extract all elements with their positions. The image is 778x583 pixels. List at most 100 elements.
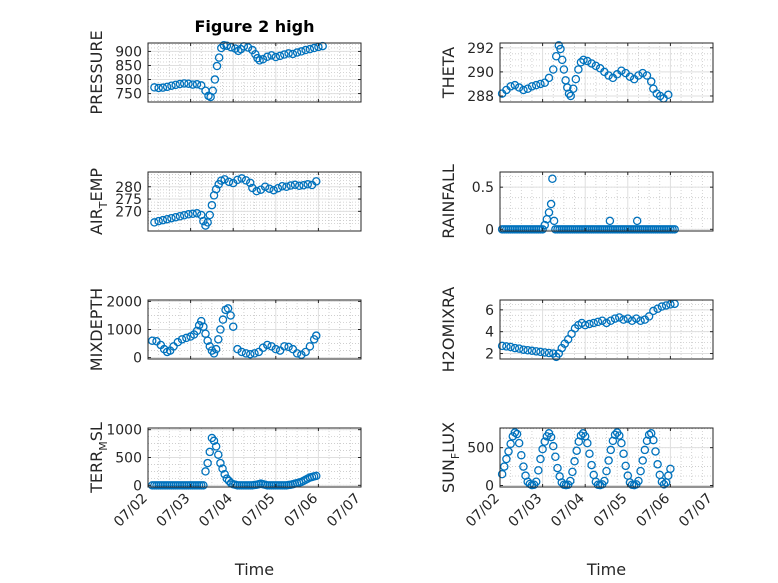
terr_msl-xtick-label: 07/06 (281, 490, 321, 530)
rainfall-point (538, 225, 547, 234)
pressure-ytick-label: 800 (115, 73, 142, 89)
terr_msl-point (222, 474, 232, 483)
air_temp-point (199, 216, 208, 226)
rainfall-ylabel: RAINFALL (439, 164, 458, 239)
h2omixra-point (653, 304, 662, 313)
terr_msl-point (203, 458, 212, 468)
theta-point (519, 85, 528, 95)
terr_msl-point (216, 458, 225, 468)
theta-ytick-label: 290 (467, 65, 494, 81)
terr_msl-series (148, 433, 321, 490)
sun_flux-point (500, 462, 509, 471)
pressure-point (196, 81, 206, 90)
h2omixra-point (636, 316, 645, 326)
mixdepth-point (228, 322, 238, 331)
air_temp-point (150, 218, 159, 227)
sun_flux-point (585, 449, 594, 458)
sun_flux-point (510, 428, 520, 437)
air_temp-point (299, 181, 308, 190)
pressure-point (309, 43, 319, 53)
theta-point (564, 89, 574, 98)
sun_flux-xtick-label: 07/06 (633, 490, 673, 530)
air_temp-point (162, 214, 172, 224)
theta-point (549, 65, 558, 74)
theta-point (551, 51, 561, 61)
rainfall-point (549, 216, 559, 226)
mixdepth-point (241, 349, 251, 358)
air_temp-ytick-label: 280 (115, 180, 142, 196)
pressure-ylabel: PRESSURE (87, 30, 106, 114)
h2omixra-point (606, 316, 616, 326)
pressure-point (305, 44, 315, 54)
h2omixra-point (523, 346, 532, 355)
pressure-point (167, 81, 176, 90)
pressure-axes-box (147, 42, 362, 103)
mixdepth-point (275, 346, 285, 355)
sun_flux-point (615, 431, 624, 440)
h2omixra-ylabel: H2OMIXRA (439, 287, 458, 373)
sun_flux-point (640, 445, 650, 455)
theta-point (604, 71, 613, 80)
rainfall-point (546, 199, 556, 209)
terr_msl-xtick-label: 07/02 (111, 491, 151, 531)
sun_flux-point (568, 467, 577, 477)
mixdepth-point (245, 349, 255, 359)
theta-point (527, 82, 537, 91)
mixdepth-point (297, 350, 306, 360)
h2omixra-point (502, 342, 511, 351)
sun_flux-point (634, 476, 643, 486)
air_temp-point (158, 215, 168, 225)
mixdepth-point (173, 337, 183, 347)
sun_flux-point (621, 461, 630, 471)
air_temp-ytick-label: 270 (115, 204, 142, 220)
pressure-point (301, 45, 310, 55)
air_temp-point (252, 186, 261, 196)
h2omixra-ytick-label: 2 (485, 347, 494, 363)
pressure-point (271, 52, 281, 62)
pressure-point (297, 47, 306, 56)
pressure-point (318, 41, 327, 51)
theta-point (569, 84, 578, 94)
sun_flux-point (531, 477, 541, 486)
sun_flux-axes-box (499, 427, 714, 488)
terr_msl-xtick-label: 07/04 (196, 490, 236, 530)
mixdepth-point (226, 311, 235, 320)
terr_msl-xtick-label: 07/03 (154, 491, 194, 531)
subplot-h2omixra: 2 4 6 H2OMIXRA (439, 287, 714, 373)
h2omixra-point (580, 320, 590, 330)
h2omixra-point (536, 347, 545, 357)
h2omixra-point (649, 306, 658, 316)
terr_msl-xlabel: Time (234, 560, 274, 579)
h2omixra-point (615, 313, 624, 322)
air_temp-point (233, 175, 242, 185)
air_temp-point (207, 200, 217, 210)
mixdepth-point (209, 349, 219, 358)
pressure-point (284, 49, 293, 58)
h2omixra-series (497, 299, 679, 362)
theta-point (625, 72, 635, 81)
air_temp-point (260, 182, 270, 191)
mixdepth-point (280, 342, 289, 351)
mixdepth-point (196, 316, 206, 326)
air_temp-point (167, 213, 176, 223)
sun_flux-point (644, 430, 654, 440)
terr_msl-point (214, 450, 223, 459)
mixdepth-point (203, 336, 212, 345)
rainfall-ytick-label: 0 (485, 222, 494, 238)
sun_flux-point (538, 444, 547, 454)
air_temp-point (273, 183, 283, 193)
h2omixra-point (597, 316, 607, 326)
h2omixra-point (544, 348, 554, 358)
terr_msl-point (209, 436, 219, 446)
mixdepth-point (312, 331, 321, 340)
h2omixra-point (627, 316, 637, 326)
sun_flux-point (540, 437, 549, 446)
theta-point (576, 58, 586, 67)
theta-point (642, 71, 652, 80)
pressure-point (150, 83, 159, 92)
air_temp-point (294, 181, 304, 191)
pressure-point (212, 61, 222, 71)
